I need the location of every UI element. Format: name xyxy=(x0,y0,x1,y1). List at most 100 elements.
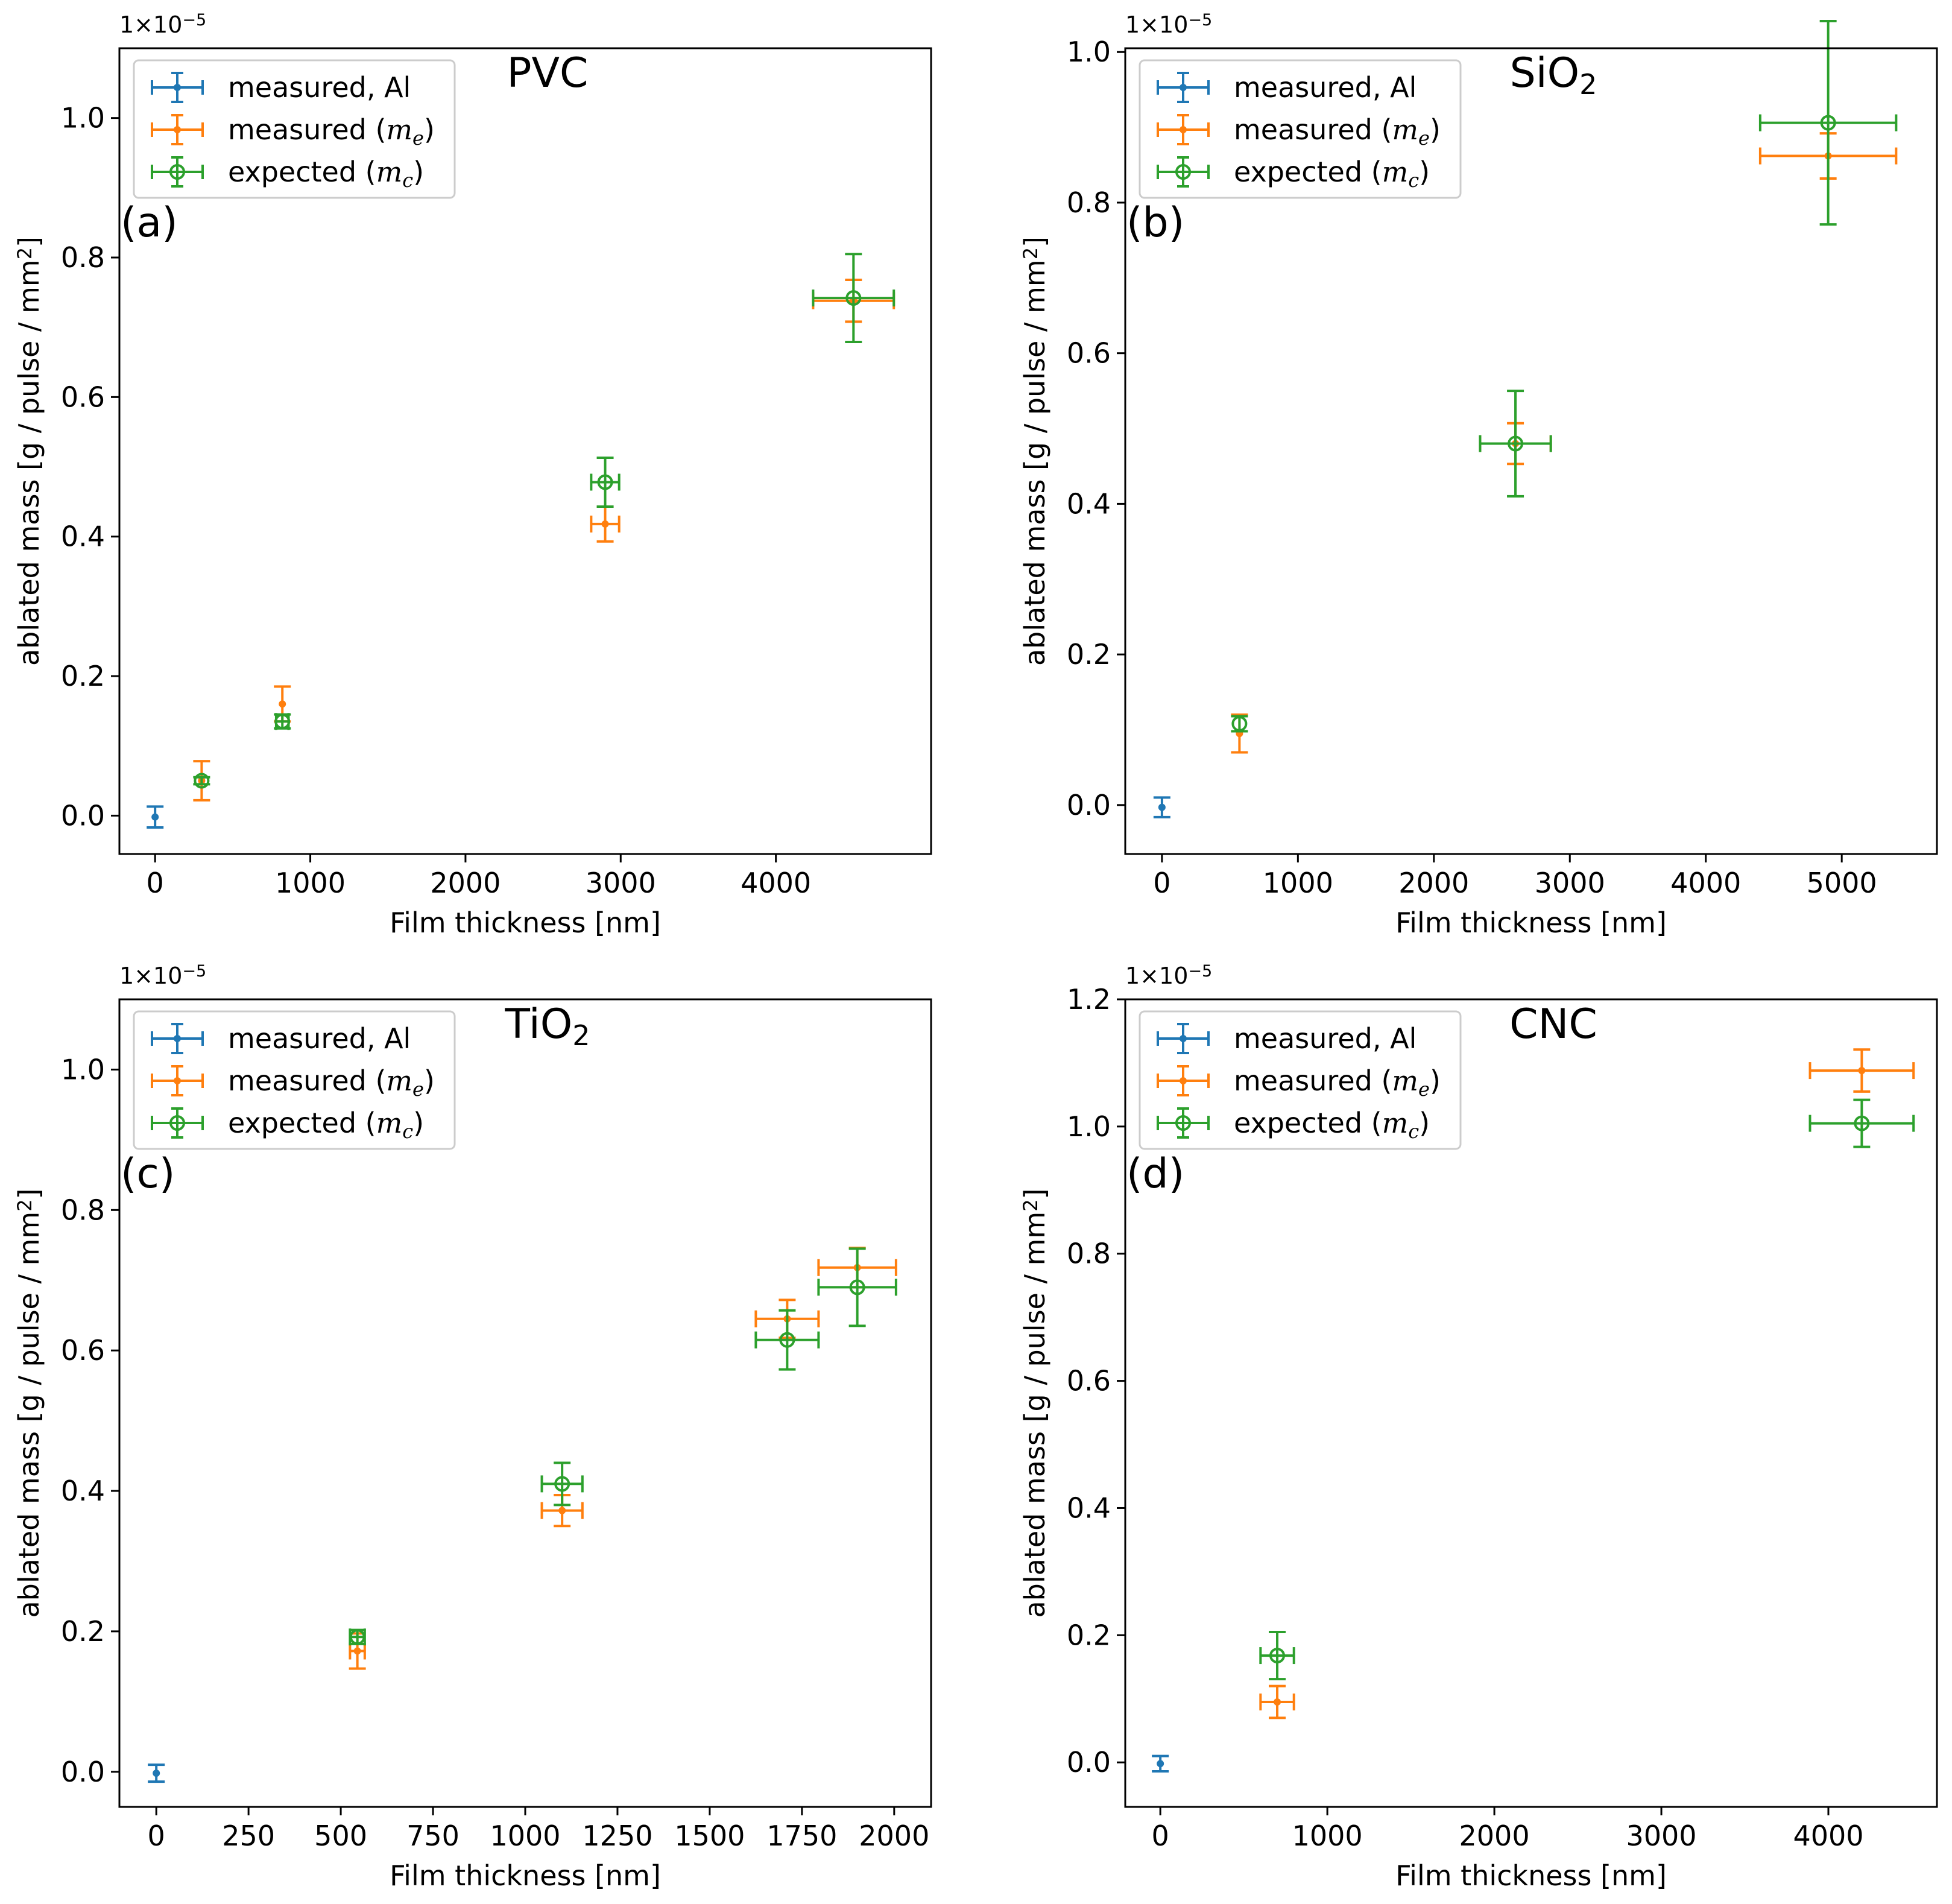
y-axis-label: ablated mass [g / pulse / mm2] xyxy=(1019,1188,1051,1618)
legend-entry-mc: expected (mc) xyxy=(1157,1107,1430,1143)
x-axis-label: Film thickness [nm] xyxy=(1395,906,1667,939)
panel-label: (d) xyxy=(1126,1150,1184,1198)
x-tick-label: 1250 xyxy=(582,1820,652,1852)
point-mc-2 xyxy=(754,1309,820,1371)
panel-label: (a) xyxy=(121,199,178,247)
x-tick-label: 1500 xyxy=(674,1820,745,1852)
x-tick-label: 750 xyxy=(406,1820,460,1852)
panel-c: 0 250 500 750 1000 1250 1500 1750 2000 0.0 0.2 0.4 0… xyxy=(13,962,932,1892)
marker-dot xyxy=(1158,803,1166,811)
offset-label: 1×10−5 xyxy=(119,962,206,989)
axes-frame xyxy=(1124,998,1938,1808)
x-tick-label: 1000 xyxy=(275,867,346,899)
legend-label: measured (me) xyxy=(228,1064,435,1101)
legend-marker xyxy=(1180,1035,1187,1042)
panel-label: (b) xyxy=(1126,199,1184,247)
point-mc-3 xyxy=(812,253,895,343)
y-tick-label: 0.2 xyxy=(1067,1619,1111,1651)
panel-b: 0 1000 2000 3000 4000 5000 0.0 0.2 0.4 0.6 0.8 1.0 F… xyxy=(1019,11,1938,939)
point-me-2 xyxy=(590,505,621,543)
x-tick-label: 500 xyxy=(314,1820,367,1852)
marker-open-circle xyxy=(349,1629,365,1645)
y-tick-label: 0.4 xyxy=(61,1475,105,1507)
y-tick-label: 1.0 xyxy=(1067,1110,1111,1143)
point-mc-2 xyxy=(590,456,621,508)
x-axis-label: Film thickness [nm] xyxy=(1395,1859,1667,1892)
marker-open-circle xyxy=(274,713,291,730)
x-tick-label: 1000 xyxy=(1263,867,1333,899)
legend-box xyxy=(1139,1010,1462,1150)
legend-label: measured (me) xyxy=(1234,1064,1441,1101)
y-tick-label: 0.6 xyxy=(61,381,105,413)
x-tick-label: 3000 xyxy=(586,867,656,899)
legend-label: measured (me) xyxy=(1234,113,1441,150)
legend-entry-al: measured, Al xyxy=(151,1022,411,1055)
panel-title: TiO2 xyxy=(504,1001,590,1052)
marker-dot xyxy=(558,1507,566,1514)
y-tick-label: 0.0 xyxy=(61,1756,105,1788)
x-tick-label: 2000 xyxy=(430,867,501,899)
y-tick-label: 0.2 xyxy=(61,660,105,692)
legend-label: expected (mc) xyxy=(228,156,424,192)
x-tick-label: 4000 xyxy=(1793,1820,1863,1852)
panel-label: (c) xyxy=(121,1150,175,1198)
axes-frame xyxy=(118,47,932,855)
x-tick-label: 5000 xyxy=(1807,867,1877,899)
x-tick-label: 2000 xyxy=(1398,867,1469,899)
marker-open-circle xyxy=(194,773,210,789)
x-axis-label: Film thickness [nm] xyxy=(390,906,661,939)
legend-label: measured, Al xyxy=(228,71,411,104)
legend-label: measured (me) xyxy=(228,113,435,150)
legend-entry-me: measured (me) xyxy=(151,113,435,150)
axes-frame xyxy=(1124,47,1938,855)
legend-label: expected (mc) xyxy=(228,1107,424,1143)
legend-marker xyxy=(1180,126,1187,133)
marker-open-circle xyxy=(1854,1115,1870,1131)
y-tick-label: 0.6 xyxy=(1067,337,1111,370)
point-mc-0 xyxy=(193,773,210,789)
offset-label: 1×10−5 xyxy=(1125,962,1212,989)
legend-entry-me: measured (me) xyxy=(151,1064,435,1101)
x-axis-label: Film thickness [nm] xyxy=(390,1859,661,1892)
marker-dot xyxy=(151,813,159,821)
panel-title: CNC xyxy=(1509,1001,1597,1048)
x-tick-label: 0 xyxy=(1152,1820,1169,1852)
y-tick-label: 0.8 xyxy=(1067,186,1111,219)
marker-open-circle xyxy=(1508,435,1524,452)
point-mc-1 xyxy=(540,1461,584,1507)
marker-open-circle xyxy=(1231,715,1248,732)
y-axis-label: ablated mass [g / pulse / mm2] xyxy=(13,236,45,666)
legend-entry-mc: expected (mc) xyxy=(1157,156,1430,192)
y-tick-label: 0.6 xyxy=(1067,1365,1111,1397)
legend-marker xyxy=(174,1035,181,1042)
y-axis-label: ablated mass [g / pulse / mm2] xyxy=(13,1188,45,1618)
x-tick-label: 2000 xyxy=(1459,1820,1530,1852)
legend-marker xyxy=(169,164,185,180)
legend-label: expected (mc) xyxy=(1234,156,1430,192)
point-mc-1 xyxy=(274,713,291,730)
offset-label: 1×10−5 xyxy=(1125,11,1212,38)
legend-marker xyxy=(1180,1077,1187,1084)
marker-open-circle xyxy=(845,290,862,306)
y-tick-label: 0.6 xyxy=(61,1334,105,1367)
legend-marker xyxy=(174,126,181,133)
legend-box xyxy=(133,59,456,199)
marker-dot xyxy=(1858,1067,1866,1075)
x-tick-label: 0 xyxy=(147,867,164,899)
legend-entry-mc: expected (mc) xyxy=(151,1107,424,1143)
y-tick-label: 1.0 xyxy=(61,102,105,134)
x-tick-label: 0 xyxy=(148,1820,165,1852)
point-al-0 xyxy=(1153,796,1170,818)
x-tick-label: 2000 xyxy=(859,1820,929,1852)
legend-marker xyxy=(174,84,181,91)
marker-dot xyxy=(601,520,609,528)
marker-dot xyxy=(353,1647,361,1655)
y-tick-label: 0.8 xyxy=(61,1194,105,1226)
point-mc-3 xyxy=(817,1247,897,1327)
legend-entry-me: measured (me) xyxy=(1157,1064,1441,1101)
x-tick-label: 1000 xyxy=(1292,1820,1363,1852)
point-mc-0 xyxy=(349,1628,366,1646)
marker-open-circle xyxy=(554,1476,570,1492)
legend-marker xyxy=(1175,164,1191,180)
panel-title: SiO2 xyxy=(1510,49,1597,101)
